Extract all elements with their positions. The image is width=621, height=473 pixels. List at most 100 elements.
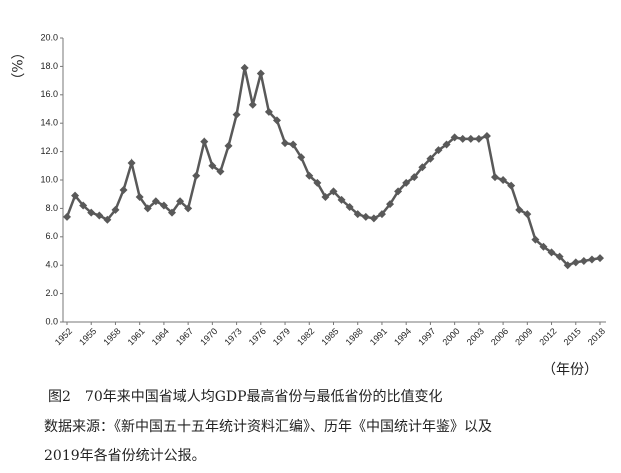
marker [361,212,370,221]
marker [95,211,104,220]
y-tick-label: 2.0 [45,288,58,298]
marker [426,154,435,163]
marker [87,208,96,217]
marker [167,208,176,217]
y-tick-label: 0.0 [45,316,58,326]
x-tick-label: 1988 [344,326,365,347]
x-tick-label: 1976 [247,326,268,347]
y-tick-label: 12.0 [40,146,58,156]
marker [79,201,88,210]
marker [151,197,160,206]
marker [111,205,120,214]
x-tick-label: 1997 [416,326,437,347]
marker [248,100,257,109]
marker [321,193,330,202]
x-tick-label: 1985 [319,326,340,347]
marker [531,235,540,244]
marker [571,258,580,267]
marker [386,200,395,209]
x-tick-label: 1970 [198,326,219,347]
marker [596,254,604,263]
marker [289,140,298,149]
source-line: 数据来源：《新中国五十五年统计资料汇编》、历年《中国统计年鉴》以及 [44,419,492,435]
marker [329,187,338,196]
x-tick-label: 1973 [222,326,243,347]
marker [272,116,281,125]
marker [184,204,193,213]
y-tick-label: 18.0 [40,61,58,71]
x-tick-label: 1994 [392,326,413,347]
marker [563,261,572,270]
marker [200,137,209,146]
marker [442,140,451,149]
marker [482,131,491,140]
marker [71,191,80,200]
x-tick-label: 2012 [537,326,558,347]
marker [224,141,233,150]
marker [523,210,532,219]
marker [313,178,322,187]
marker [240,63,249,72]
x-tick-label: 1958 [101,326,122,347]
marker [159,201,168,210]
x-tick-label: 2003 [465,326,486,347]
marker [353,210,362,219]
marker [369,214,378,223]
marker [587,255,596,264]
x-tick-label: 2018 [586,326,607,347]
marker [410,173,419,182]
x-tick-label: 2015 [562,326,583,347]
y-tick-label: 4.0 [45,260,58,270]
marker [297,153,306,162]
marker [281,139,290,148]
x-tick-label: 1961 [126,326,147,347]
marker [466,134,475,143]
x-tick-label: 1964 [150,326,171,347]
y-tick-label: 6.0 [45,231,58,241]
x-tick-label: 1991 [368,326,389,347]
marker [394,187,403,196]
y-tick-label: 16.0 [40,89,58,99]
x-tick-label: 1955 [77,326,98,347]
marker [103,215,112,224]
marker [208,161,217,170]
marker [418,163,427,172]
marker [119,185,128,194]
marker [345,202,354,211]
marker [555,252,564,261]
y-axis-label: （%） [8,45,24,86]
marker [264,107,273,116]
marker [216,167,225,176]
marker [491,173,500,182]
x-tick-label: 2006 [489,326,510,347]
marker [63,212,71,221]
marker [507,181,516,190]
x-tick-label: 1979 [271,326,292,347]
marker [377,210,386,219]
marker [458,134,467,143]
marker [192,171,201,180]
x-tick-label: 1952 [53,326,74,347]
x-tick-label: 1967 [174,326,195,347]
y-tick-label: 14.0 [40,118,58,128]
marker [474,134,483,143]
marker [232,110,241,119]
marker [135,193,144,202]
y-tick-label: 10.0 [40,174,58,184]
marker [337,195,346,204]
marker [143,204,152,213]
marker [450,133,459,142]
marker [515,205,524,214]
x-axis-label: （年份） [542,362,598,378]
marker [499,176,508,184]
source-line: 2019年各省份统计公报。 [44,448,206,464]
caption: 图2 70年来中国省域人均GDP最高省份与最低省份的比值变化 [48,388,443,405]
line [65,67,601,267]
y-tick-label: 20.0 [40,32,58,42]
x-tick-label: 1982 [295,326,316,347]
x-tick-label: 2000 [440,326,461,347]
marker [434,146,443,155]
marker [256,69,265,78]
x-tick-label: 2009 [513,326,534,347]
